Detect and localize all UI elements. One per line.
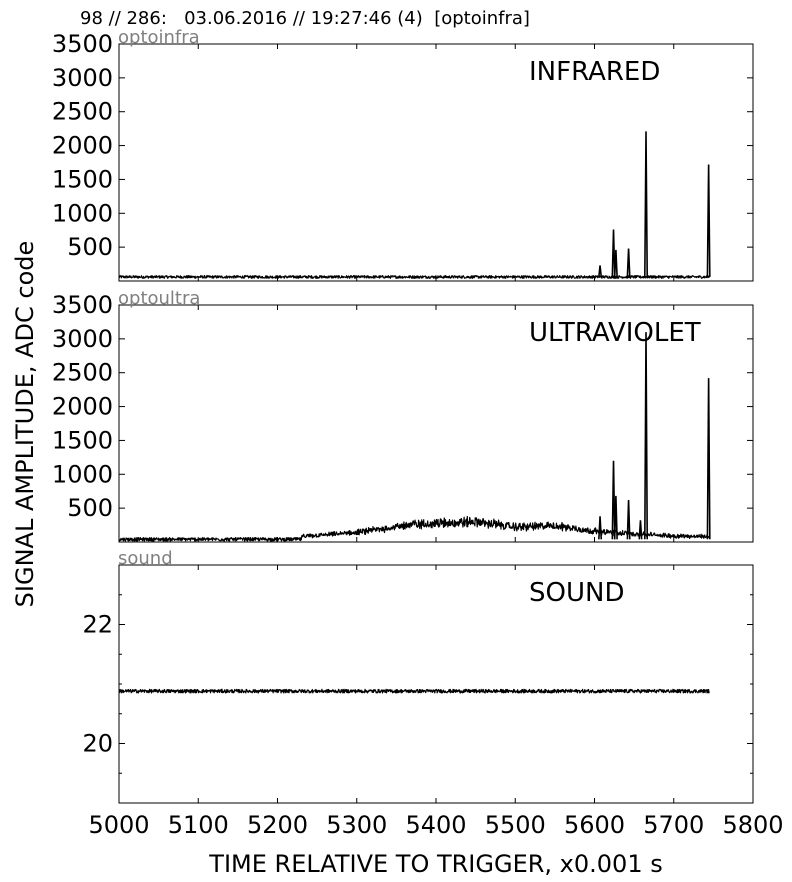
signal-peak xyxy=(706,378,711,540)
y-tick-label: 2500 xyxy=(52,98,113,126)
signal-peak xyxy=(598,265,603,278)
signal-trace xyxy=(118,688,710,694)
x-tick-label: 5200 xyxy=(247,811,308,839)
x-tick-label: 5000 xyxy=(88,811,149,839)
y-tick-label: 3000 xyxy=(52,325,113,353)
x-tick-label: 5700 xyxy=(643,811,704,839)
y-tick-label: 22 xyxy=(82,611,113,639)
y-axis-label: SIGNAL AMPLITUDE, ADC code xyxy=(11,241,39,608)
y-tick-label: 2500 xyxy=(52,359,113,387)
panel-0: 500 1000 1500 2000 2500 3000 3500 optoinfra INFR… xyxy=(52,27,754,282)
y-tick-label: 500 xyxy=(67,233,113,261)
panel-label: INFRARED xyxy=(529,57,660,87)
panel-1: 500 1000 1500 2000 2500 3000 3500 optoultra ULTR… xyxy=(52,288,754,543)
panel-label: SOUND xyxy=(529,578,624,608)
x-tick-label: 5100 xyxy=(168,811,229,839)
signal-peak xyxy=(613,249,618,277)
figure-header-title: 98 // 286: 03.06.2016 // 19:27:46 (4) [o… xyxy=(80,8,530,29)
corner-label: sound xyxy=(118,548,173,569)
x-tick-label: 5500 xyxy=(485,811,546,839)
x-axis-label: TIME RELATIVE TO TRIGGER, x0.001 s xyxy=(208,850,662,878)
signal-trace xyxy=(118,515,710,542)
y-tick-label: 500 xyxy=(67,494,113,522)
x-tick-label: 5400 xyxy=(405,811,466,839)
y-tick-label: 3000 xyxy=(52,64,113,92)
signal-peak xyxy=(611,229,616,277)
signal-peak xyxy=(706,164,711,277)
x-tick-label: 5600 xyxy=(564,811,625,839)
y-tick-label: 1000 xyxy=(52,460,113,488)
signal-trace xyxy=(118,274,710,279)
x-tick-label: 5800 xyxy=(722,811,783,839)
panel-label: ULTRAVIOLET xyxy=(529,318,701,348)
y-tick-label: 3500 xyxy=(52,30,113,58)
x-tick-label: 5300 xyxy=(326,811,387,839)
y-tick-label: 1000 xyxy=(52,199,113,227)
y-tick-label: 2000 xyxy=(52,132,113,160)
y-tick-label: 1500 xyxy=(52,426,113,454)
signal-peak xyxy=(638,520,643,540)
y-tick-label: 1500 xyxy=(52,165,113,193)
y-tick-label: 20 xyxy=(82,730,113,758)
signal-peak xyxy=(644,131,649,277)
y-tick-label: 3500 xyxy=(52,291,113,319)
signal-peak xyxy=(626,248,631,277)
signal-peak xyxy=(626,499,631,540)
signal-peak xyxy=(613,495,618,540)
signal-peak xyxy=(598,516,603,540)
panel-2: 5000 5100 5200 5300 5400 5500 5600 5700 5800 20 22… xyxy=(82,548,783,839)
signal-peak xyxy=(611,460,616,540)
corner-label: optoinfra xyxy=(118,27,200,48)
signal-peak xyxy=(644,332,649,540)
axes-frame xyxy=(118,564,754,804)
y-tick-label: 2000 xyxy=(52,393,113,421)
corner-label: optoultra xyxy=(118,288,200,309)
